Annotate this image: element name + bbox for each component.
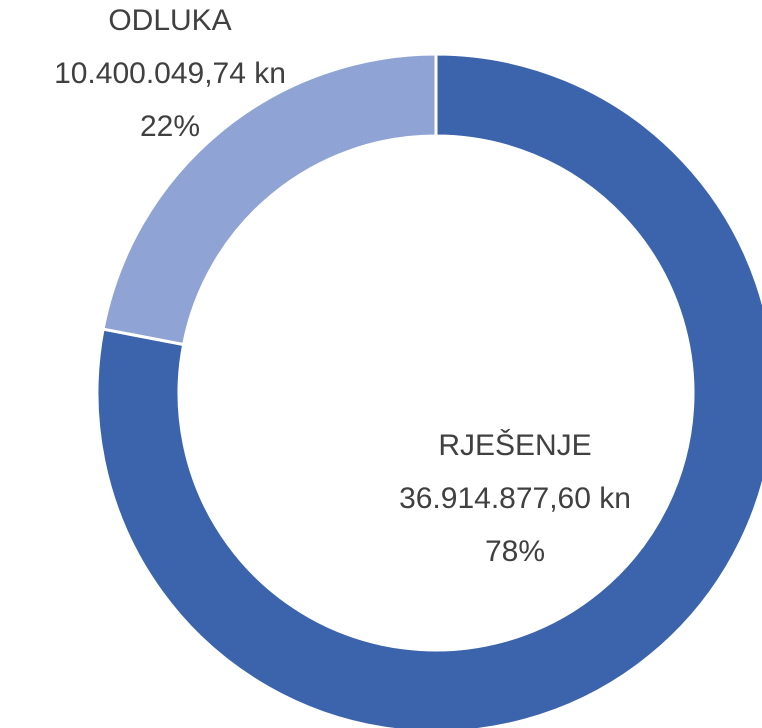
percentage-label: 22%	[140, 110, 200, 143]
category-label: ODLUKA	[108, 4, 231, 37]
value-label: 10.400.049,74 kn	[54, 57, 286, 90]
donut-slice	[101, 52, 438, 347]
category-label: RJEŠENJE	[438, 428, 591, 462]
donut-slice	[95, 52, 762, 728]
percentage-label: 78%	[485, 535, 545, 568]
value-label: 36.914.877,60 kn	[399, 482, 631, 515]
